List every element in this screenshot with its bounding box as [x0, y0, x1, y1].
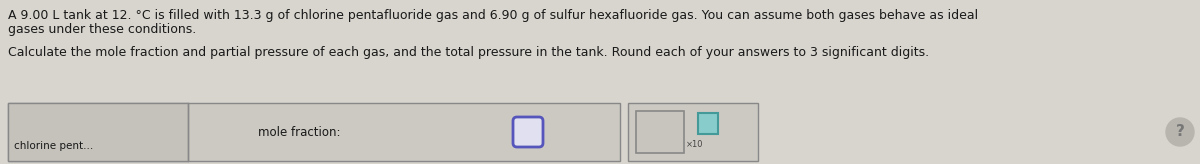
Text: mole fraction:: mole fraction: — [258, 125, 341, 139]
Text: ×10: ×10 — [686, 140, 703, 149]
Text: A 9.00 L tank at 12. °C is filled with 13.3 g of chlorine pentafluoride gas and : A 9.00 L tank at 12. °C is filled with 1… — [8, 9, 978, 22]
Bar — [636, 111, 684, 153]
Text: ?: ? — [1176, 124, 1184, 140]
Bar — [698, 113, 718, 134]
Text: chlorine pent...: chlorine pent... — [14, 141, 94, 151]
Bar — [628, 103, 758, 161]
FancyBboxPatch shape — [514, 117, 542, 147]
Bar — [8, 103, 620, 161]
Text: gases under these conditions.: gases under these conditions. — [8, 23, 197, 36]
Bar — [8, 103, 188, 161]
Text: Calculate the mole fraction and partial pressure of each gas, and the total pres: Calculate the mole fraction and partial … — [8, 46, 929, 59]
Circle shape — [1166, 118, 1194, 146]
